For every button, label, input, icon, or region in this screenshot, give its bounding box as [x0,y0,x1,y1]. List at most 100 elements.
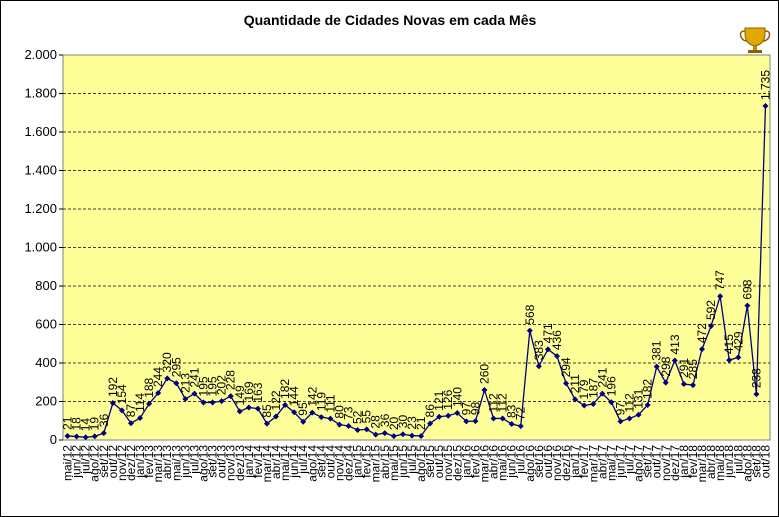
x-tick-label: jan/14 [242,445,256,479]
data-label: 142 [305,386,319,406]
x-tick-label: mai/16 [496,445,510,481]
chart-title: Quantidade de Cidades Novas em cada Mês [244,12,537,28]
data-marker [563,380,570,387]
x-tick-label: ago/18 [740,445,754,482]
x-tick-label: abr/17 [595,445,609,479]
x-tick-label: nov/16 [550,445,564,481]
x-tick-label: jan/16 [459,445,473,479]
x-tick-label: set/16 [532,445,546,478]
y-tick-label: 1.800 [24,86,57,101]
data-marker [481,386,488,393]
data-marker [626,415,633,422]
data-label: 72 [514,406,528,420]
y-tick-label: 600 [35,317,57,332]
data-marker [499,415,506,422]
x-tick-label: ago/12 [88,445,102,482]
data-label: 241 [595,367,609,387]
data-marker [744,302,751,309]
x-tick-label: abr/16 [487,445,501,479]
x-tick-label: nov/15 [441,445,455,481]
x-tick-label: set/13 [206,445,220,478]
x-tick-label: jul/15 [405,445,419,475]
x-tick-label: out/15 [432,445,446,479]
x-tick-label: mar/15 [369,445,383,483]
data-label: 144 [287,386,301,406]
data-label: 472 [695,323,709,343]
data-label: 179 [577,379,591,399]
data-line [67,105,767,438]
data-label: 85 [260,404,274,418]
x-tick-label: out/18 [758,445,772,479]
x-tick-label: ago/17 [632,445,646,482]
data-marker [418,432,425,439]
x-tick-label: jun/15 [396,445,410,479]
data-marker [354,426,361,433]
data-marker [608,399,615,406]
trophy-icon [739,27,771,53]
data-label: 195 [196,376,210,396]
data-label: 18 [70,417,84,431]
data-label: 19 [88,417,102,431]
y-tick-label: 1.400 [24,163,57,178]
data-label: 295 [169,357,183,377]
x-tick-label: nov/17 [659,445,673,481]
data-marker [599,390,606,397]
x-tick-label: jul/12 [79,445,93,475]
x-tick-label: jan/13 [133,445,147,479]
x-tick-label: set/12 [97,445,111,478]
x-tick-label: jul/17 [623,445,637,475]
data-label: 86 [423,404,437,418]
data-label: 23 [405,416,419,430]
x-tick-label: jul/13 [187,445,201,475]
data-label: 592 [704,300,718,320]
data-marker [173,380,180,387]
data-marker [644,401,651,408]
x-tick-label: jun/13 [178,445,192,479]
data-label: 285 [686,359,700,379]
data-label: 238 [749,368,763,388]
data-label: 698 [740,279,754,299]
x-tick-label: out/16 [541,445,555,479]
x-tick-label: jan/15 [351,445,365,479]
data-marker [490,415,497,422]
data-label: 112 [496,393,510,412]
data-label: 87 [124,404,138,418]
x-tick-label: dez/12 [124,445,138,481]
x-tick-label: nov/13 [224,445,238,481]
data-marker [82,434,89,441]
data-marker [109,400,116,407]
x-tick-label: out/17 [650,445,664,479]
data-marker [572,396,579,403]
data-label: 121 [432,390,446,410]
y-tick-label: 0 [50,432,57,447]
x-tick-label: ago/14 [305,445,319,482]
y-tick-label: 1.600 [24,124,57,139]
x-tick-label: dez/13 [233,445,247,481]
data-label: 415 [722,334,736,354]
data-marker [227,393,234,400]
data-label: 291 [677,358,691,378]
data-label: 747 [713,270,727,290]
data-marker [408,432,415,439]
x-tick-label: set/15 [423,445,437,478]
data-label: 111 [323,394,337,413]
data-label: 413 [668,334,682,354]
data-label: 52 [351,410,365,424]
x-tick-label: mai/13 [169,445,183,481]
data-label: 568 [523,304,537,324]
x-tick-label: dez/14 [342,445,356,481]
data-marker [590,401,597,408]
data-label: 228 [224,370,238,390]
data-label: 320 [160,352,174,372]
data-marker [64,432,71,439]
x-tick-label: mar/18 [695,445,709,483]
data-marker [662,379,669,386]
x-tick-label: fev/18 [686,445,700,478]
data-marker [245,404,252,411]
x-tick-label: ago/13 [196,445,210,482]
x-tick-label: set/14 [314,445,328,478]
data-marker [309,409,316,416]
data-label: 471 [541,323,555,343]
x-tick-label: set/18 [749,445,763,478]
y-tick-label: 400 [35,355,57,370]
